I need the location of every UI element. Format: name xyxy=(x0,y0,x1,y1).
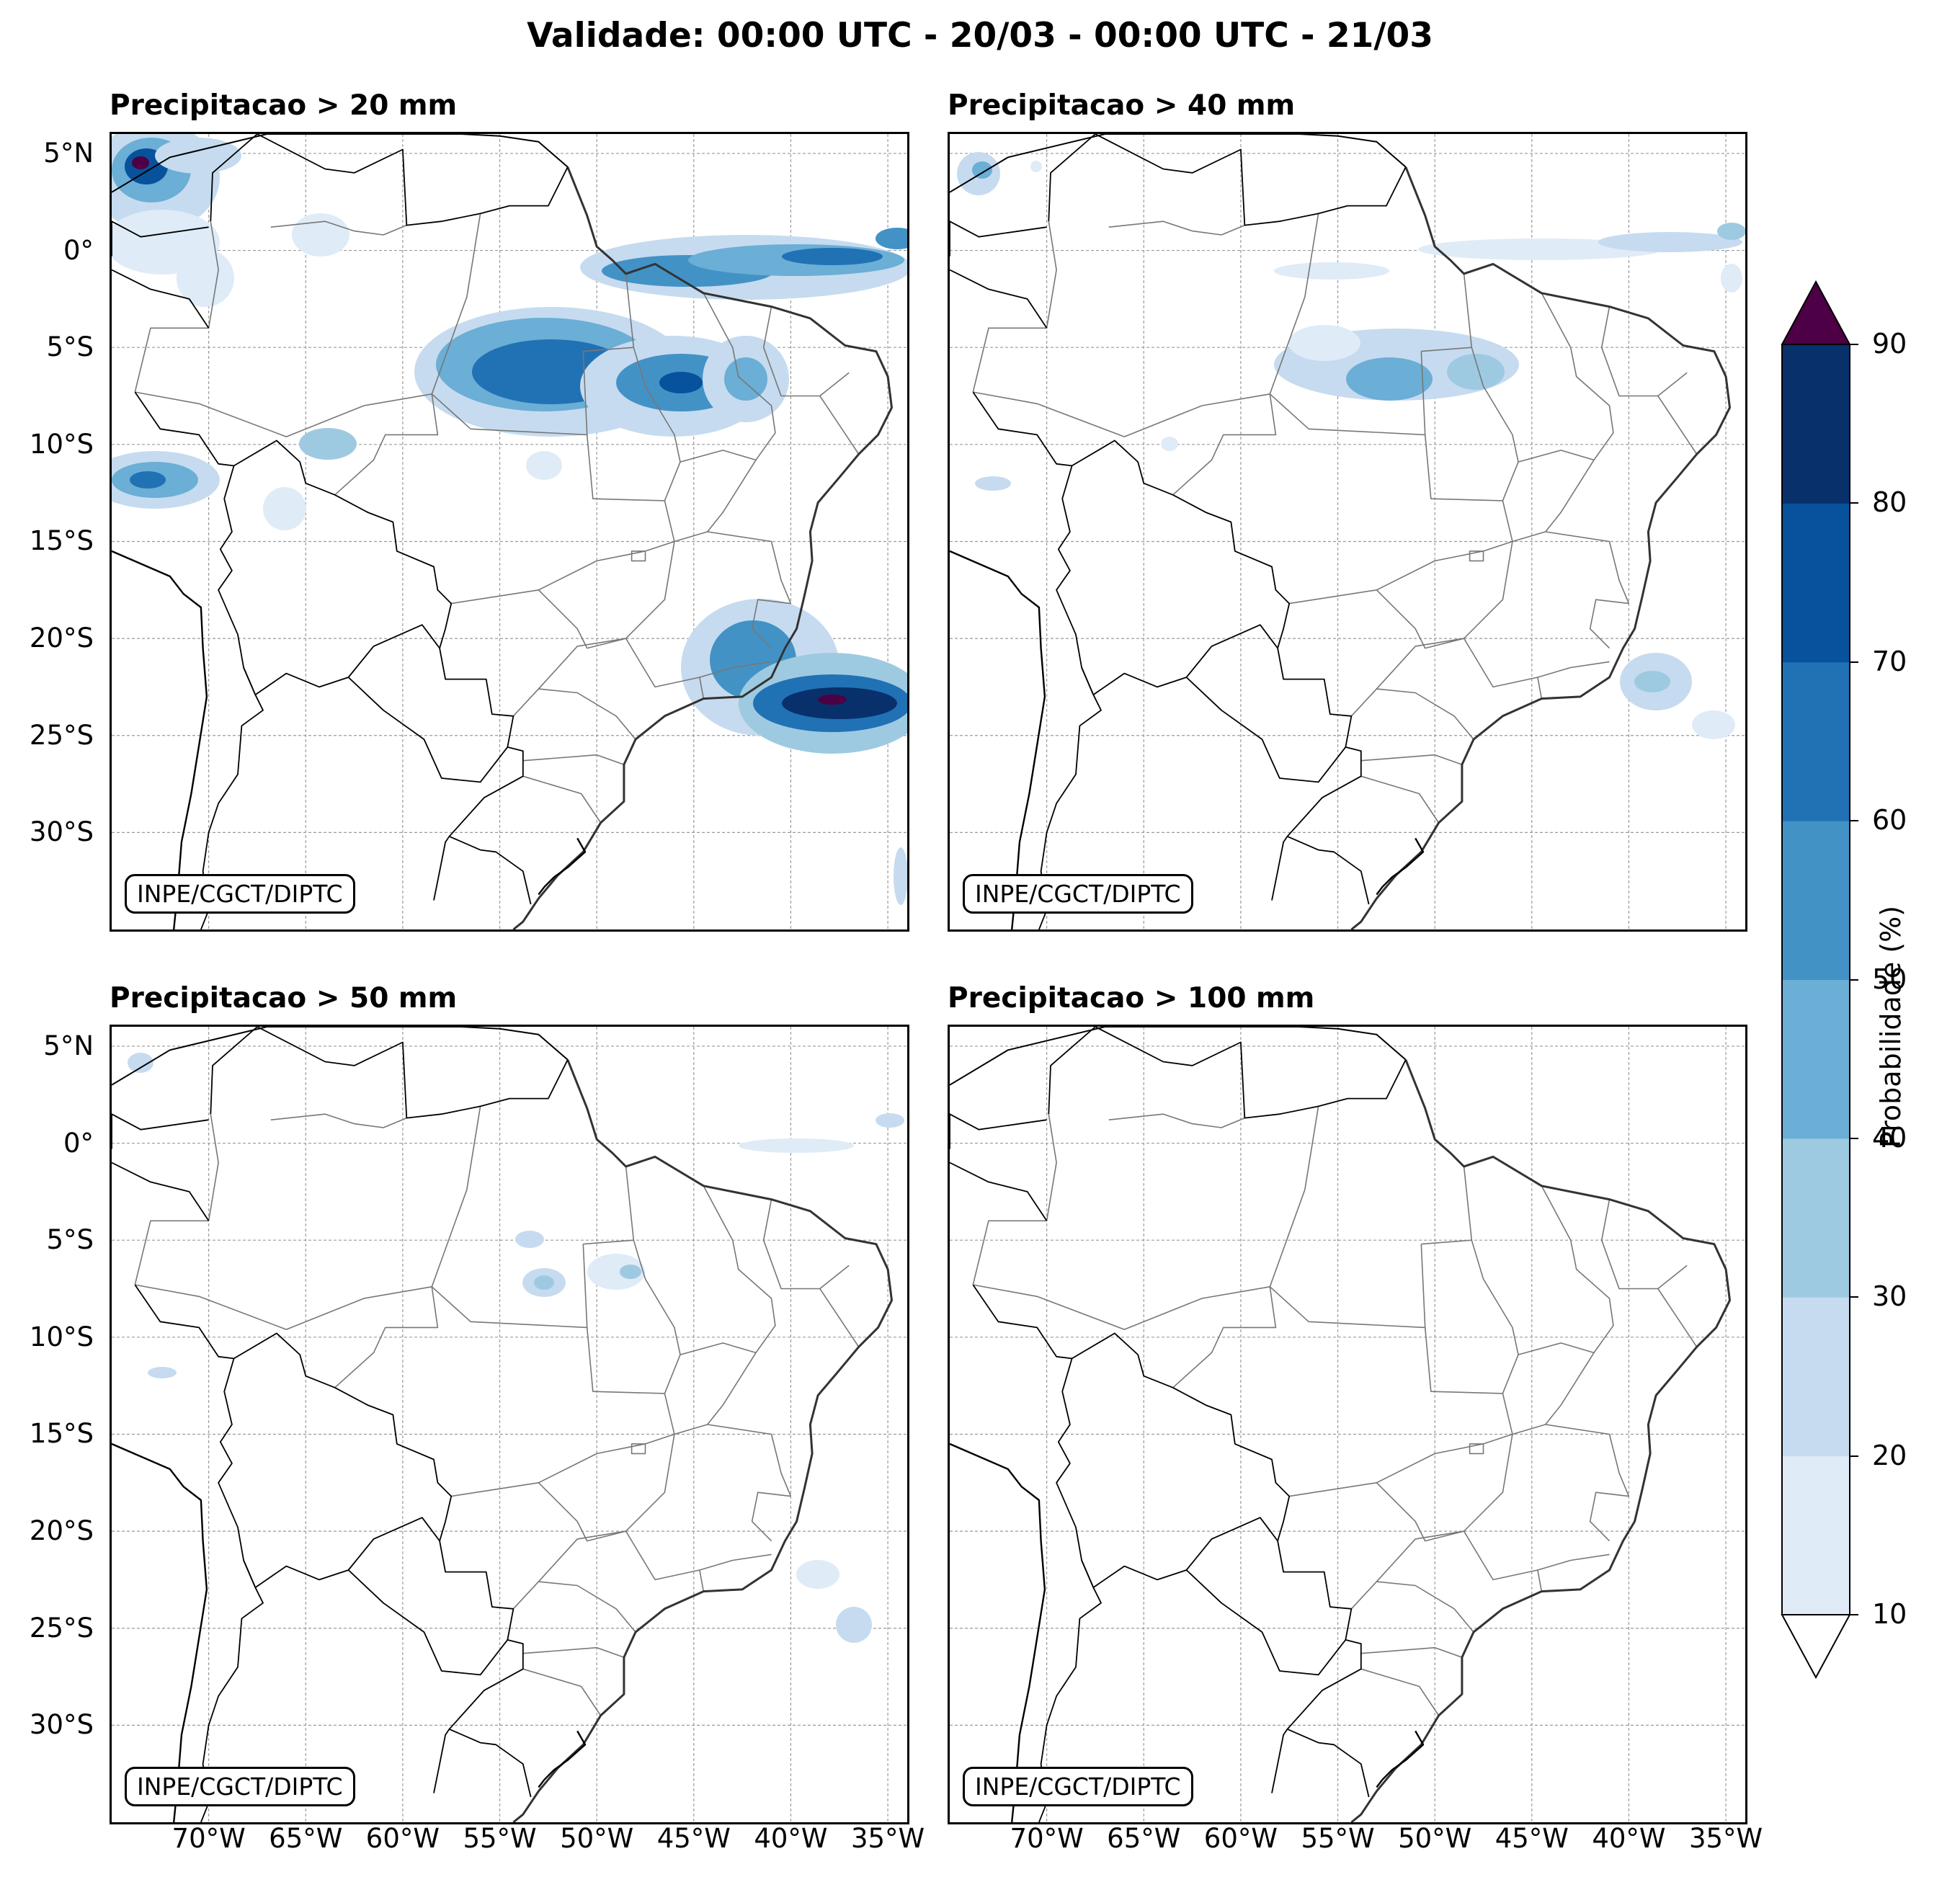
colorbar-bin xyxy=(1782,661,1850,821)
lat-tick-label: 0° xyxy=(63,1127,94,1159)
colorbar-tick-label: 20 xyxy=(1872,1439,1907,1471)
lat-tick-label: 5°N xyxy=(43,137,94,169)
colorbar-bin xyxy=(1782,1455,1850,1615)
colorbar-tick-mark xyxy=(1850,978,1858,981)
map-panel-50mm: INPE/CGCT/DIPTC xyxy=(110,1025,909,1824)
colorbar-tick-label: 80 xyxy=(1872,486,1907,519)
lon-tick-label: 50°W xyxy=(1398,1823,1472,1854)
lon-tick-label: 35°W xyxy=(1688,1823,1763,1854)
lon-tick-label: 45°W xyxy=(1494,1823,1569,1854)
colorbar-tick-label: 10 xyxy=(1872,1598,1907,1630)
panel-title-40mm: Precipitacao > 40 mm xyxy=(948,89,1296,122)
colorbar-tick-mark xyxy=(1850,1455,1858,1457)
lat-tick-label: 25°S xyxy=(29,719,94,751)
colorbar-tick-mark xyxy=(1850,1614,1858,1615)
colorbar-tick-mark xyxy=(1850,1137,1858,1139)
lat-tick-label: 5°S xyxy=(46,1224,94,1256)
credit-box: INPE/CGCT/DIPTC xyxy=(963,1767,1193,1806)
colorbar-bin xyxy=(1782,344,1850,504)
lon-tick-label: 70°W xyxy=(1010,1823,1084,1854)
lat-tick-label: 5°S xyxy=(46,331,94,363)
lat-tick-label: 15°S xyxy=(29,1418,94,1450)
map-40mm xyxy=(950,134,1745,929)
credit-box: INPE/CGCT/DIPTC xyxy=(125,1767,355,1806)
map-50mm xyxy=(112,1027,907,1822)
precip-probability-field xyxy=(112,134,907,905)
colorbar xyxy=(1781,280,1851,1680)
panel-title-50mm: Precipitacao > 50 mm xyxy=(110,982,458,1015)
country-and-state-borders xyxy=(950,1027,1731,1822)
lon-tick-label: 65°W xyxy=(269,1823,343,1854)
lon-tick-label: 60°W xyxy=(1203,1823,1278,1854)
lon-tick-label: 55°W xyxy=(1301,1823,1375,1854)
lon-tick-label: 65°W xyxy=(1107,1823,1181,1854)
colorbar-bin xyxy=(1782,1138,1850,1298)
precip-probability-field xyxy=(957,152,1745,739)
precip-probability-field xyxy=(128,1053,904,1643)
map-20mm xyxy=(112,134,907,929)
colorbar-tick-mark xyxy=(1850,502,1858,504)
lon-tick-label: 45°W xyxy=(656,1823,731,1854)
lat-tick-label: 15°S xyxy=(29,525,94,557)
colorbar-tick-label: 50 xyxy=(1872,963,1907,995)
lon-tick-label: 55°W xyxy=(463,1823,537,1854)
lat-tick-label: 5°N xyxy=(43,1030,94,1061)
colorbar-tick-label: 60 xyxy=(1872,804,1907,837)
lat-tick-label: 10°S xyxy=(29,1321,94,1352)
lat-tick-label: 25°S xyxy=(29,1612,94,1644)
map-panel-20mm: INPE/CGCT/DIPTC xyxy=(110,132,909,932)
lat-tick-label: 0° xyxy=(63,234,94,266)
colorbar-tick-label: 30 xyxy=(1872,1280,1907,1313)
credit-box: INPE/CGCT/DIPTC xyxy=(963,874,1193,914)
figure-title: Validade: 00:00 UTC - 20/03 - 00:00 UTC … xyxy=(527,16,1433,55)
graticule xyxy=(112,1027,907,1822)
lon-tick-label: 35°W xyxy=(850,1823,925,1854)
colorbar-bin xyxy=(1782,821,1850,980)
colorbar-tick-mark xyxy=(1850,661,1858,663)
lat-tick-label: 20°S xyxy=(29,623,94,654)
colorbar-label: Probabilidade (%) xyxy=(1875,905,1907,1149)
colorbar-tick-label: 90 xyxy=(1872,328,1907,360)
panel-title-100mm: Precipitacao > 100 mm xyxy=(948,982,1315,1015)
map-panel-100mm: INPE/CGCT/DIPTC xyxy=(948,1025,1747,1824)
lat-tick-label: 10°S xyxy=(29,428,94,460)
lon-tick-label: 40°W xyxy=(754,1823,828,1854)
map-100mm xyxy=(950,1027,1745,1822)
lon-tick-label: 70°W xyxy=(172,1823,246,1854)
colorbar-bin xyxy=(1782,1297,1850,1457)
country-and-state-borders xyxy=(112,1027,893,1822)
colorbar-tick-mark xyxy=(1850,344,1858,345)
colorbar-tick-label: 70 xyxy=(1872,645,1907,677)
lon-tick-label: 50°W xyxy=(560,1823,634,1854)
country-and-state-borders xyxy=(112,134,893,929)
lat-tick-label: 30°S xyxy=(29,1709,94,1741)
map-panel-40mm: INPE/CGCT/DIPTC xyxy=(948,132,1747,932)
colorbar-tick-mark xyxy=(1850,1296,1858,1298)
colorbar-tick-mark xyxy=(1850,820,1858,822)
colorbar-bin xyxy=(1782,979,1850,1139)
lon-tick-label: 60°W xyxy=(365,1823,440,1854)
graticule xyxy=(950,134,1745,929)
lon-tick-label: 40°W xyxy=(1592,1823,1666,1854)
colorbar-tick-label: 40 xyxy=(1872,1121,1907,1154)
lat-tick-label: 30°S xyxy=(29,816,94,848)
colorbar-bin xyxy=(1782,503,1850,663)
credit-box: INPE/CGCT/DIPTC xyxy=(125,874,355,914)
panel-title-20mm: Precipitacao > 20 mm xyxy=(110,89,458,122)
lat-tick-label: 20°S xyxy=(29,1515,94,1547)
graticule xyxy=(950,1027,1745,1822)
colorbar-under-arrow xyxy=(1781,1614,1851,1680)
colorbar-over-arrow xyxy=(1781,280,1851,345)
